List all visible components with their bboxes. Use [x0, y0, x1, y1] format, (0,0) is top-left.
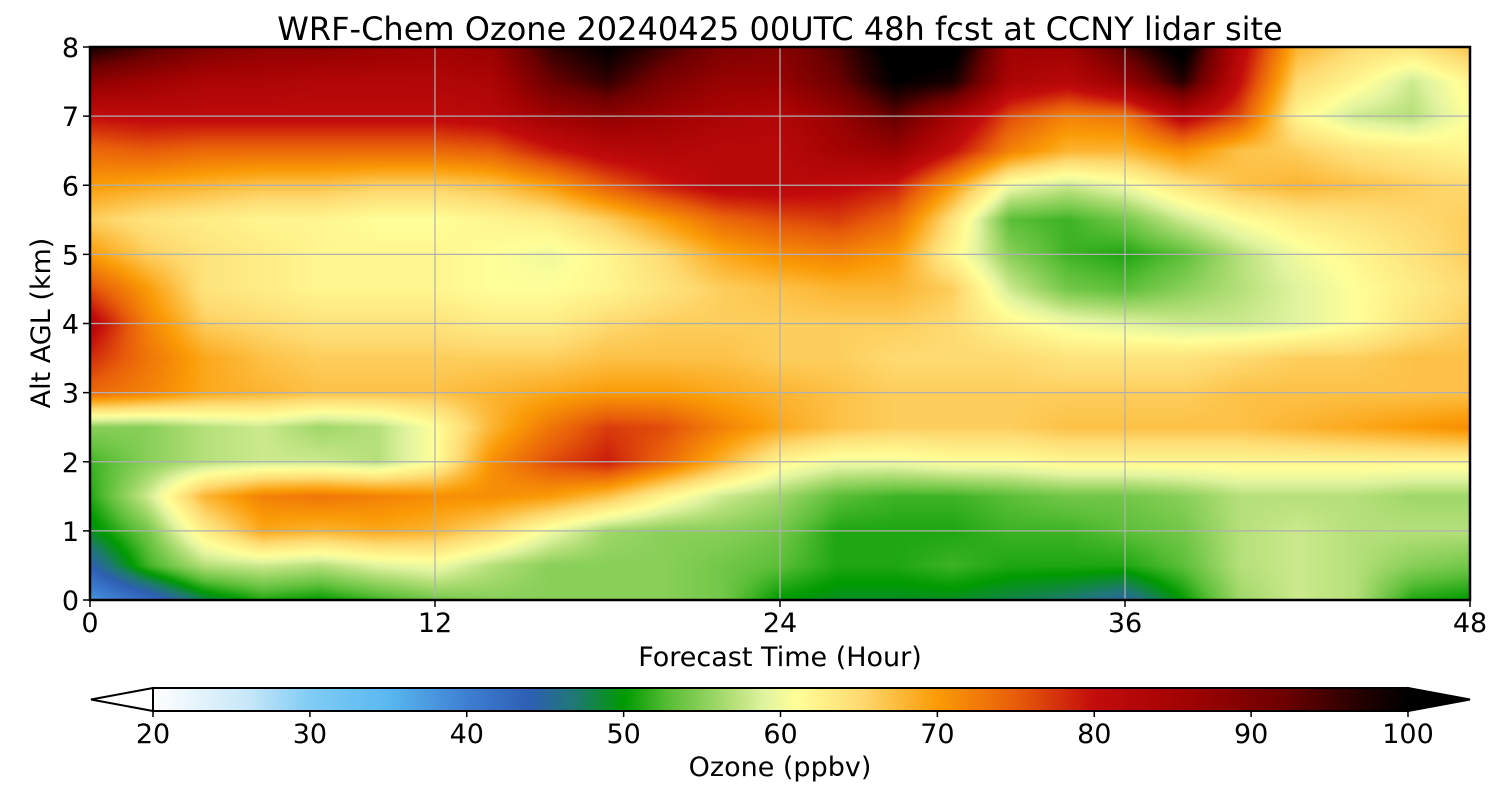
y-tick-label: 7	[62, 102, 79, 133]
colorbar-tick-label: 50	[606, 719, 640, 750]
colorbar-label: Ozone (ppbv)	[689, 752, 872, 783]
x-tick-label: 36	[1108, 608, 1142, 639]
colorbar-tick-label: 60	[763, 719, 797, 750]
colorbar-tick-label: 90	[1234, 719, 1268, 750]
x-tick-label: 48	[1453, 608, 1487, 639]
y-tick-label: 3	[62, 379, 79, 410]
y-axis: 0 1 2 3 4 5 6 7 8	[62, 33, 90, 617]
y-tick-label: 1	[62, 517, 79, 548]
x-axis: 0 12 24 36 48	[81, 600, 1487, 639]
colorbar-high-extend	[1407, 686, 1471, 713]
colorbar-tick-label: 30	[293, 719, 327, 750]
y-axis-label: Alt AGL (km)	[26, 238, 57, 409]
colorbar-tick-label: 70	[920, 719, 954, 750]
colorbar-ticks: 20 30 40 50 60 70 80 90 100	[136, 711, 1434, 750]
y-tick-label: 0	[62, 586, 79, 617]
colorbar-tick-label: 80	[1077, 719, 1111, 750]
colorbar-tick-label: 40	[450, 719, 484, 750]
x-tick-label: 0	[81, 608, 98, 639]
colorbar-low-extend	[90, 686, 154, 713]
y-tick-label: 4	[62, 310, 79, 341]
x-tick-label: 12	[418, 608, 452, 639]
y-tick-label: 8	[62, 33, 79, 64]
colorbar: 20 30 40 50 60 70 80 90 100 Ozone (ppbv)	[90, 686, 1471, 783]
y-tick-label: 5	[62, 240, 79, 271]
chart-title: WRF-Chem Ozone 20240425 00UTC 48h fcst a…	[277, 10, 1282, 48]
y-tick-label: 2	[62, 448, 79, 479]
colorbar-tick-label: 20	[136, 719, 170, 750]
colorbar-tick-label: 100	[1382, 719, 1434, 750]
y-tick-label: 6	[62, 171, 79, 202]
x-axis-label: Forecast Time (Hour)	[638, 642, 922, 673]
colorbar-gradient	[153, 688, 1408, 711]
x-tick-label: 24	[763, 608, 797, 639]
